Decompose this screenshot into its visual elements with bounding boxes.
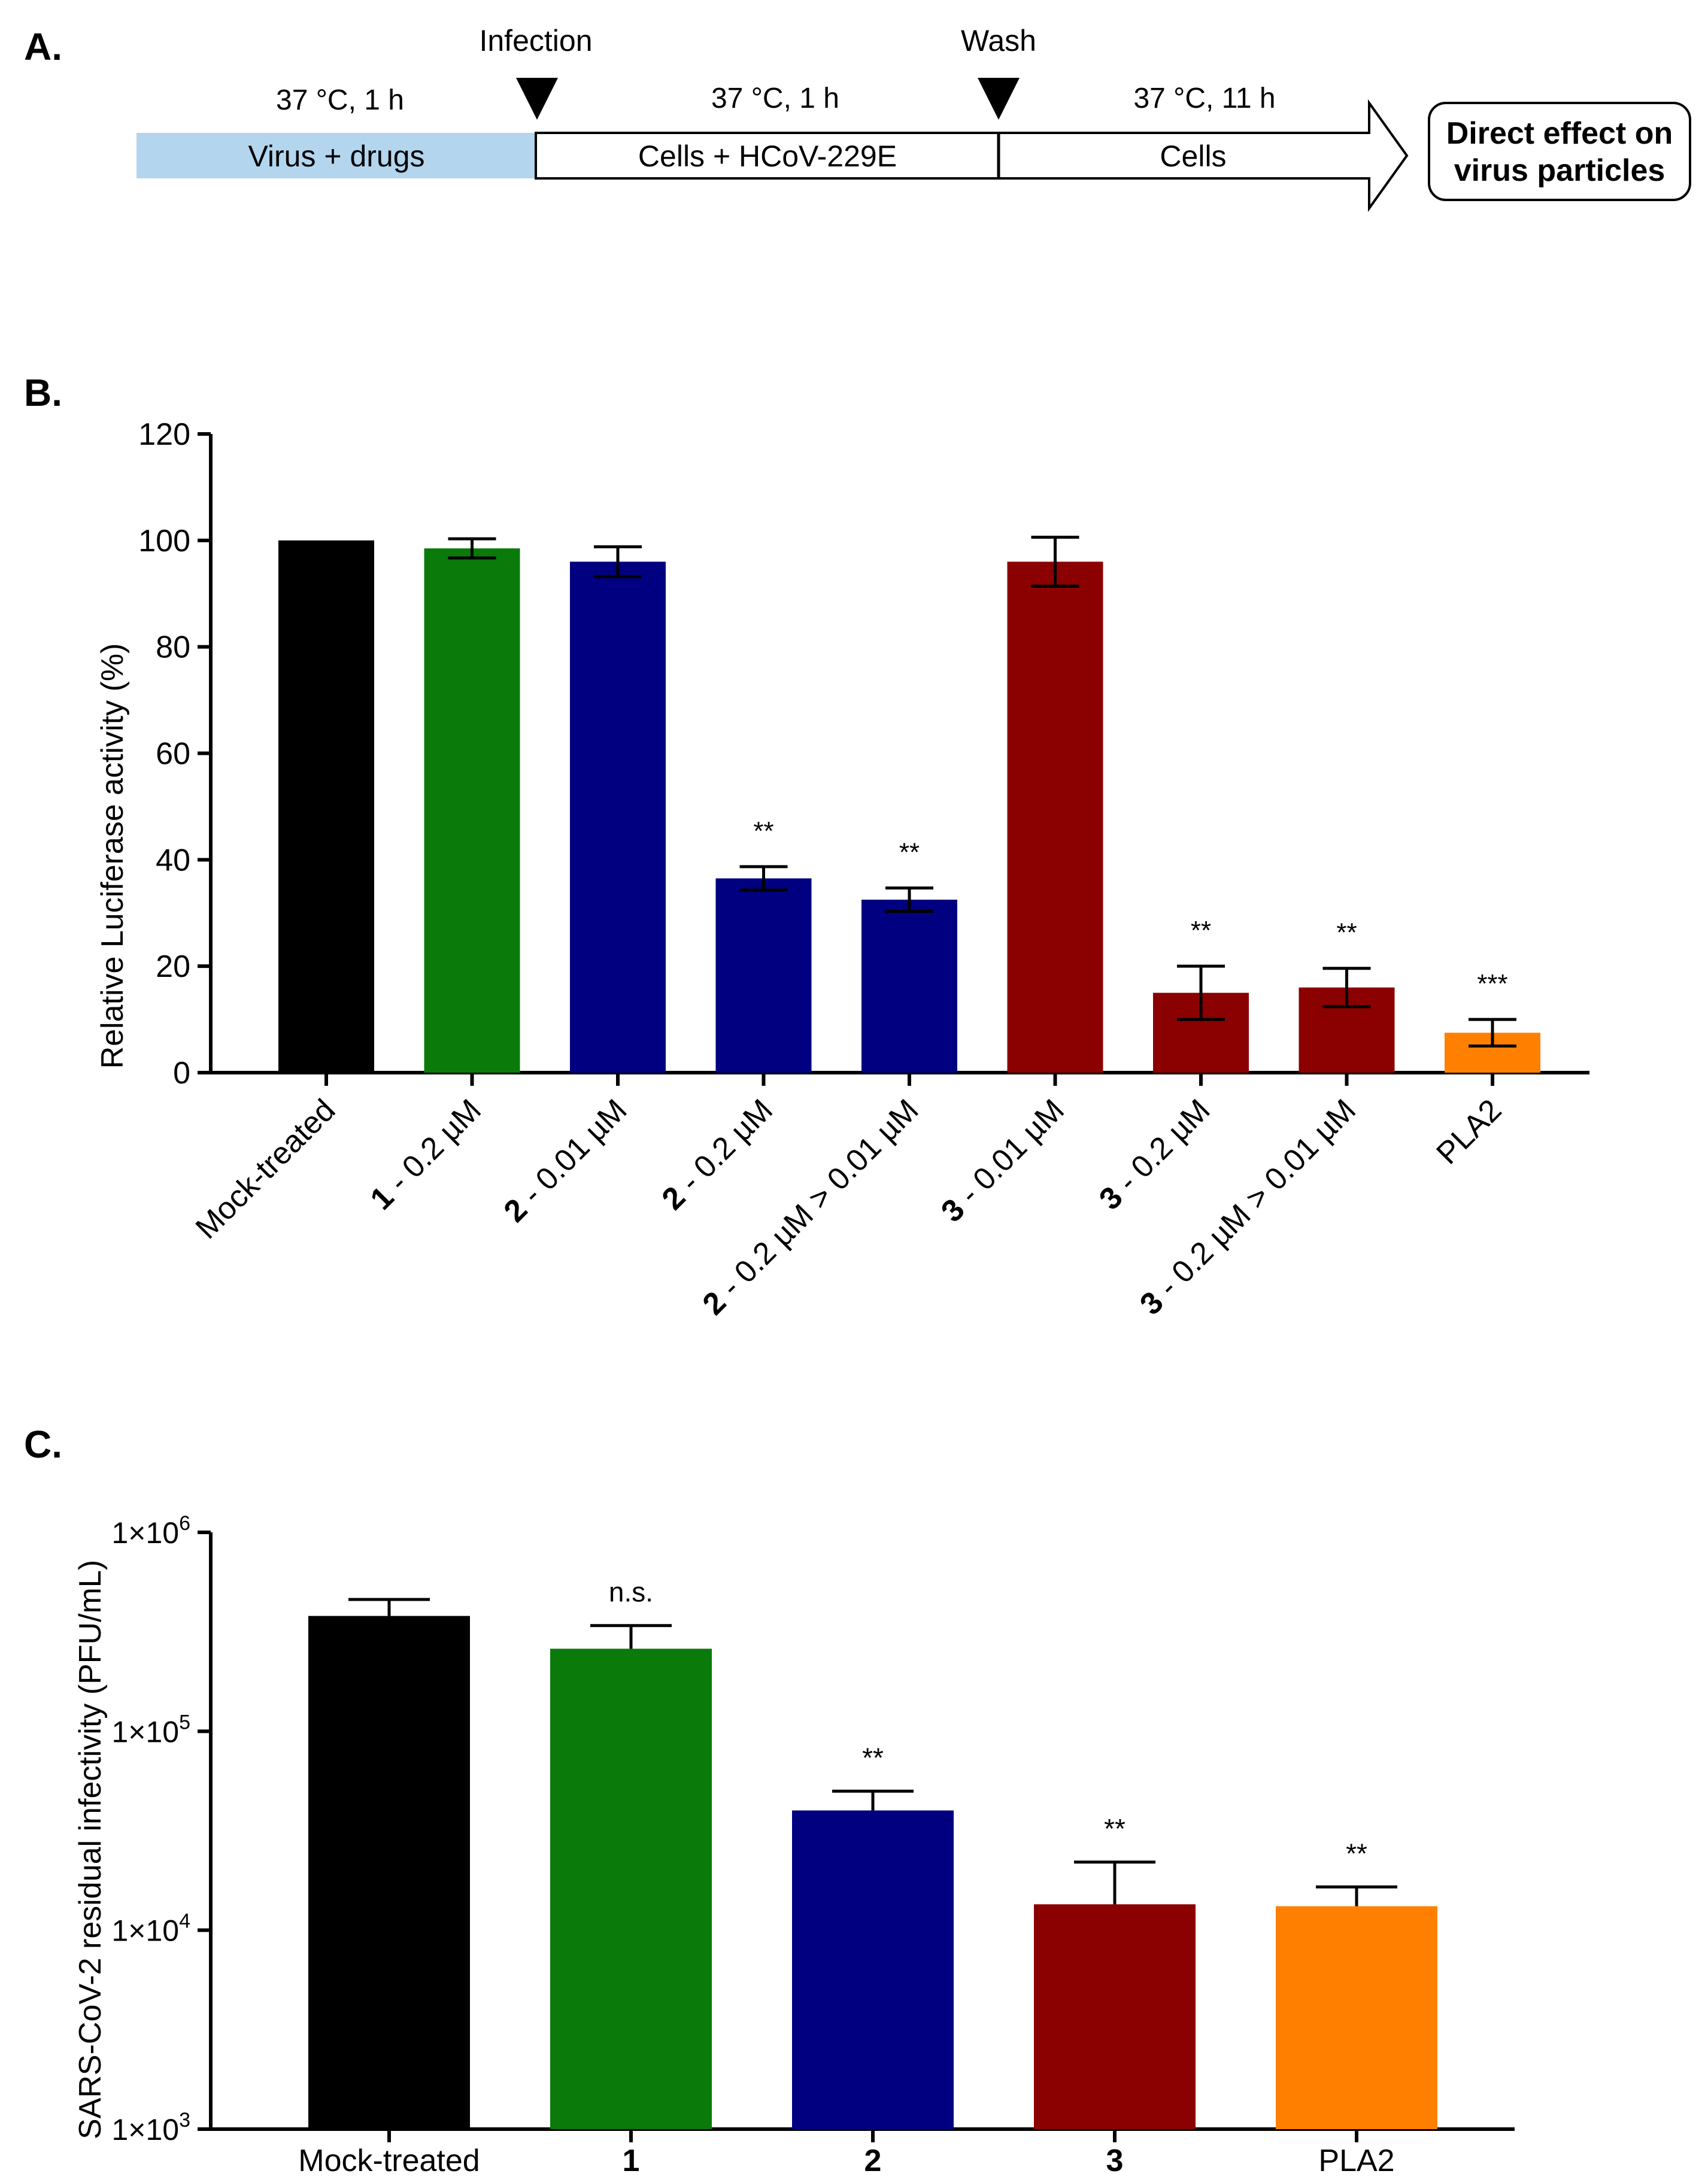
x-tick-label: Mock-treated — [298, 2143, 480, 2178]
infection-marker-icon — [516, 78, 558, 120]
significance-label: *** — [1477, 969, 1507, 998]
x-tick-label: 2 - 0.2 µM — [656, 1092, 779, 1216]
y-tick-label: 1×106 — [111, 1512, 190, 1550]
wash-label: Wash — [961, 24, 1036, 57]
significance-label: ** — [899, 837, 920, 867]
y-tick-label: 120 — [138, 417, 190, 452]
bar — [424, 548, 520, 1073]
chart-b-x-tick-labels: Mock-treated 1 - 0.2 µM2 - 0.01 µM 2 - 0.2… — [189, 1073, 1509, 1322]
chart-c-ylabel: SARS-CoV-2 residual infectivity (PFU/mL) — [73, 1560, 108, 2139]
panel-b-label: B. — [24, 371, 62, 414]
panel-a: A. Infection Wash 37 °C, 1 h 37 °C, 1 h … — [24, 24, 1691, 212]
y-tick-label: 1×103 — [111, 2109, 190, 2146]
outcome-box — [1428, 102, 1691, 201]
x-tick-label: PLA2 — [1318, 2143, 1394, 2178]
significance-label: ** — [1104, 1813, 1125, 1844]
significance-label: ** — [862, 1742, 884, 1773]
panel-c: C. SARS-CoV-2 residual infectivity (PFU/… — [24, 1423, 1515, 2178]
x-tick-label: 3 - 0.01 µM — [935, 1092, 1071, 1229]
panel-a-label: A. — [24, 25, 62, 68]
chart-b-bars: ****** ***** — [278, 535, 1540, 1073]
bar — [1007, 561, 1103, 1073]
significance-label: ** — [1336, 918, 1357, 948]
stage-2-condition: 37 °C, 1 h — [711, 83, 839, 114]
chart-c-x-tick-labels: Mock-treated 1 2 3 PLA2 — [298, 2129, 1395, 2178]
y-tick-label: 0 — [173, 1056, 190, 1091]
panel-c-label: C. — [24, 1423, 62, 1466]
y-tick-label: 80 — [156, 630, 190, 665]
x-tick-label: 1 - 0.2 µM — [364, 1092, 488, 1216]
bar — [715, 878, 812, 1073]
x-tick-label: PLA2 — [1430, 1092, 1509, 1171]
significance-label: ** — [753, 816, 773, 846]
stage-3-condition: 37 °C, 11 h — [1133, 83, 1275, 114]
chart-c-bars: n.s. ** ** ** — [308, 1577, 1437, 2129]
significance-label: ** — [1191, 916, 1211, 945]
x-tick-label: 3 — [1106, 2143, 1124, 2178]
y-tick-label: 1×104 — [111, 1910, 190, 1948]
stage-1-condition: 37 °C, 1 h — [276, 84, 404, 116]
significance-label: ** — [1346, 1838, 1367, 1869]
timeline-arrow — [535, 99, 1409, 212]
panel-b: B. Relative Luciferase activity (%) 0 20 4… — [24, 371, 1589, 1322]
bar — [308, 1616, 470, 2129]
bar — [1276, 1906, 1437, 2129]
bar — [570, 561, 666, 1073]
bar — [278, 540, 374, 1073]
bar — [550, 1648, 712, 2129]
bar — [861, 900, 957, 1073]
x-tick-label: 3 - 0.2 µM — [1093, 1092, 1216, 1216]
y-tick-label: 60 — [156, 737, 190, 772]
significance-label: n.s. — [609, 1577, 653, 1608]
chart-b-y-ticks: 0 20 40 60 80 100 120 — [138, 417, 211, 1091]
stage-1-box — [136, 133, 536, 178]
x-tick-label: 1 — [623, 2143, 640, 2178]
x-tick-label: Mock-treated — [189, 1092, 342, 1246]
y-tick-label: 20 — [156, 949, 190, 984]
y-tick-label: 1×105 — [111, 1711, 190, 1748]
bar — [1034, 1904, 1196, 2129]
stage-3-label: Cells — [1160, 139, 1226, 173]
x-tick-label: 2 - 0.01 µM — [497, 1092, 634, 1229]
outcome-line-1: Direct effect on — [1446, 116, 1673, 151]
chart-b-ylabel: Relative Luciferase activity (%) — [95, 643, 130, 1069]
outcome-line-2: virus particles — [1454, 153, 1665, 188]
chart-c-y-ticks: 1×103 1×104 1×105 1×106 — [111, 1512, 211, 2146]
bar — [792, 1810, 954, 2129]
y-tick-label: 100 — [138, 524, 190, 558]
x-tick-label: 2 — [864, 2143, 882, 2178]
wash-marker-icon — [978, 78, 1020, 120]
y-tick-label: 40 — [156, 843, 190, 878]
stage-1-label: Virus + drugs — [248, 139, 424, 173]
infection-label: Infection — [479, 24, 592, 57]
stage-2-label: Cells + HCoV-229E — [638, 139, 897, 173]
